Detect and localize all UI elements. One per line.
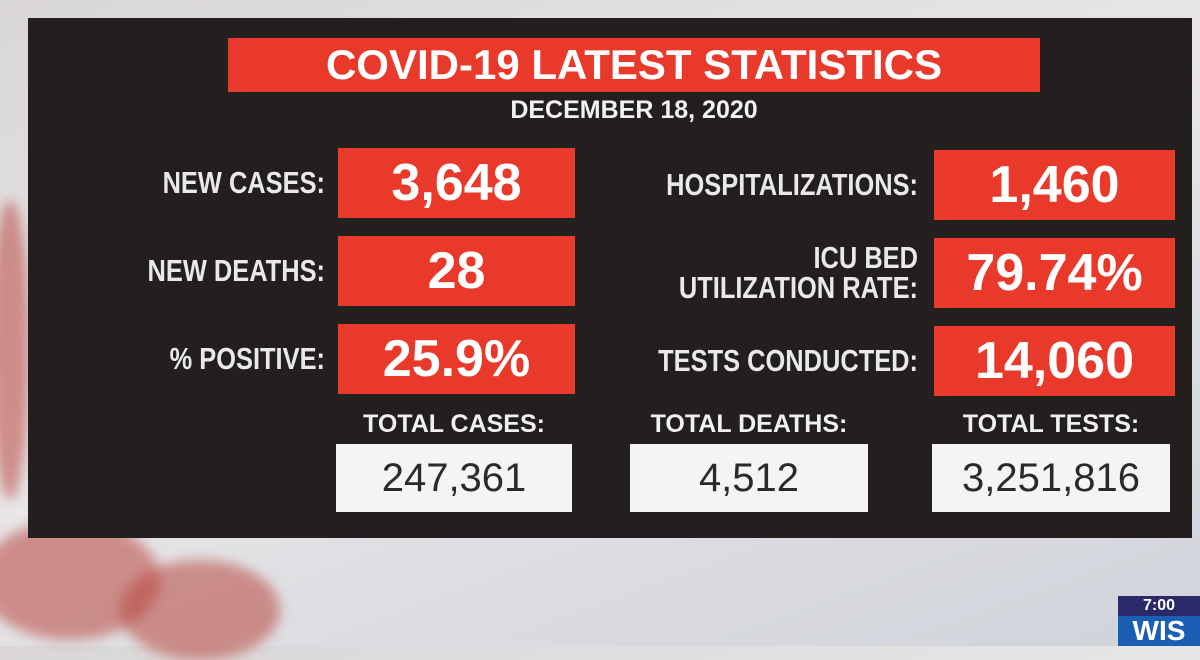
stat-label: TESTS CONDUCTED: bbox=[658, 343, 918, 378]
stat-label: NEW CASES: bbox=[162, 165, 325, 200]
station-time: 7:00 bbox=[1118, 596, 1200, 616]
date: DECEMBER 18, 2020 bbox=[510, 96, 758, 124]
station-name: WIS bbox=[1132, 615, 1186, 646]
stat-label: % POSITIVE: bbox=[169, 341, 325, 376]
stat-value: 1,460 bbox=[934, 150, 1175, 220]
stat-label: NEW DEATHS: bbox=[147, 253, 325, 288]
total-value: 3,251,816 bbox=[932, 444, 1170, 512]
stat-value: 79.74% bbox=[934, 238, 1175, 308]
stat-label: HOSPITALIZATIONS: bbox=[666, 167, 918, 202]
total-value: 4,512 bbox=[630, 444, 868, 512]
background-blob bbox=[0, 200, 30, 500]
stat-value: 3,648 bbox=[338, 148, 575, 218]
stat-value: 25.9% bbox=[338, 324, 575, 394]
total-label: TOTAL CASES: bbox=[363, 410, 545, 438]
total-label: TOTAL DEATHS: bbox=[650, 410, 848, 438]
stat-value: 14,060 bbox=[934, 326, 1175, 396]
station-logo: 7:00 WIS bbox=[1118, 596, 1200, 646]
title: COVID-19 LATEST STATISTICS bbox=[228, 38, 1040, 92]
total-value: 247,361 bbox=[336, 444, 572, 512]
total-label: TOTAL TESTS: bbox=[962, 410, 1140, 438]
stat-label-line: ICU BED bbox=[813, 240, 918, 275]
stat-label: ICU BED UTILIZATION RATE: bbox=[590, 240, 918, 305]
stat-label-line: UTILIZATION RATE: bbox=[678, 270, 918, 305]
stat-value: 28 bbox=[338, 236, 575, 306]
background-blob bbox=[120, 560, 280, 660]
